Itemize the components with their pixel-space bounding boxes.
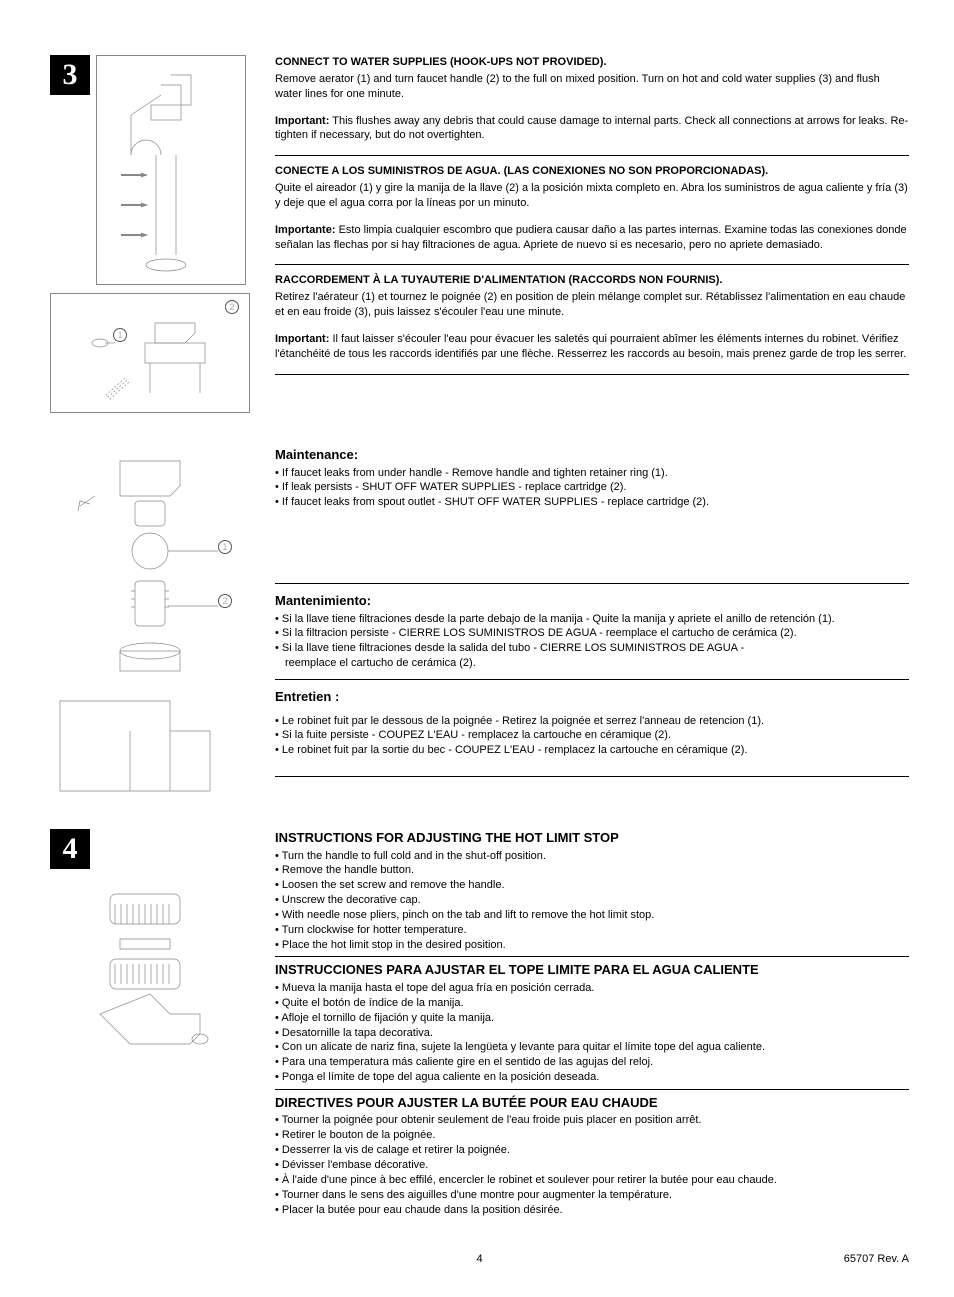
step3-en-important-text: This flushes away any debris that could … [275,115,908,142]
list-item: Loosen the set screw and remove the hand… [275,878,909,893]
label-important-en: Important: [275,115,329,127]
step-3-diagram-b: 1 2 [50,293,250,413]
label-important-es: Importante: [275,224,336,236]
list-item: Con un alicate de nariz fina, sujete la … [275,1040,909,1055]
step3-en-body: Remove aerator (1) and turn faucet handl… [275,72,909,102]
rule [275,155,909,156]
step3-en-important: Important: This flushes away any debris … [275,114,909,144]
maint-es-list: Si la llave tiene filtraciones desde la … [275,612,909,657]
list-item: Afloje el tornillo de fijación y quite l… [275,1011,909,1026]
list-item: Para una temperatura más caliente gire e… [275,1055,909,1070]
step4-es-heading: INSTRUCCIONES PARA AJUSTAR EL TOPE LIMIT… [275,961,909,979]
step-4-badge: 4 [50,829,90,869]
step4-en-list: Turn the handle to full cold and in the … [275,849,909,953]
list-item: Le robinet fuit par la sortie du bec - C… [275,743,909,758]
list-item: If faucet leaks from spout outlet - SHUT… [275,495,909,510]
list-item: Dévisser l'embase décorative. [275,1158,909,1173]
page-number: 4 [476,1252,482,1267]
rule [275,374,909,375]
step3-es-important: Importante: Esto limpia cualquier escomb… [275,223,909,253]
step3-fr-body: Retirez l'aérateur (1) et tournez le poi… [275,290,909,320]
list-item: Si la llave tiene filtraciones desde la … [275,612,909,627]
callout-2: 2 [225,300,239,314]
maintenance-diagram: 1 2 [50,446,250,806]
step-4-text: INSTRUCTIONS FOR ADJUSTING THE HOT LIMIT… [275,829,909,1217]
list-item: Si la fuite persiste - COUPEZ L'EAU - re… [275,728,909,743]
list-item: Mueva la manija hasta el tope del agua f… [275,981,909,996]
maint-fr-list: Le robinet fuit par le dessous de la poi… [275,714,909,759]
maintenance-section: 1 2 Maintenance: If faucet leaks from un… [50,446,909,814]
list-item: À l'aide d'une pince à bec effilé, encer… [275,1173,909,1188]
rule [275,1089,909,1090]
maint-en-list: If faucet leaks from under handle - Remo… [275,466,909,511]
rule [275,679,909,680]
step-3: 3 [50,55,909,421]
rule [275,956,909,957]
maintenance-illus-col: 1 2 [50,446,250,814]
maint-en-heading: Maintenance: [275,446,909,464]
list-item: Tourner la poignée pour obtenir seulemen… [275,1113,909,1128]
doc-rev: 65707 Rev. A [844,1252,909,1267]
footer: 4 65707 Rev. A [50,1227,909,1267]
step3-es-heading: CONECTE A LOS SUMINISTROS DE AGUA. (LAS … [275,164,909,179]
step3-en-heading: CONNECT TO WATER SUPPLIES (HOOK-UPS NOT … [275,55,909,70]
list-item: Turn the handle to full cold and in the … [275,849,909,864]
list-item: If leak persists - SHUT OFF WATER SUPPLI… [275,480,909,495]
step3-fr-important: Important: Il faut laisser s'écouler l'e… [275,332,909,362]
step-4: 4 INSTRUCTIONS FOR ADJUSTING THE HOT LIM… [50,829,909,1217]
step4-fr-heading: DIRECTIVES POUR AJUSTER LA BUTÉE POUR EA… [275,1094,909,1112]
step3-es-body: Quite el aireador (1) y gire la manija d… [275,181,909,211]
step-4-diagram [50,879,250,1079]
callout-1: 1 [113,328,127,342]
list-item: Turn clockwise for hotter temperature. [275,923,909,938]
step-4-illus-col: 4 [50,829,250,1217]
step3-es-important-text: Esto limpia cualquier escombro que pudie… [275,224,907,251]
list-item: Desserrer la vis de calage et retirer la… [275,1143,909,1158]
list-item: Ponga el límite de tope del agua calient… [275,1070,909,1085]
list-item: Tourner dans le sens des aiguilles d'une… [275,1188,909,1203]
step-3-badge: 3 [50,55,90,95]
maint-callout-1: 1 [218,540,232,554]
list-item: If faucet leaks from under handle - Remo… [275,466,909,481]
list-item: Desatornille la tapa decorativa. [275,1026,909,1041]
label-important-fr: Important: [275,333,329,345]
list-item: With needle nose pliers, pinch on the ta… [275,908,909,923]
list-item: Retirer le bouton de la poignée. [275,1128,909,1143]
list-item: Le robinet fuit par le dessous de la poi… [275,714,909,729]
step-3-diagram-a [96,55,246,285]
list-item: Quite el botón de índice de la manija. [275,996,909,1011]
rule [275,776,909,777]
list-item: Placer la butée pour eau chaude dans la … [275,1203,909,1218]
rule [275,264,909,265]
list-item: Remove the handle button. [275,863,909,878]
page: 3 [50,55,909,1267]
rule [275,583,909,584]
list-item: Place the hot limit stop in the desired … [275,938,909,953]
step3-fr-heading: RACCORDEMENT À LA TUYAUTERIE D'ALIMENTAT… [275,273,909,288]
list-item: Si la llave tiene filtraciones desde la … [275,641,909,656]
step-3-illustrations: 3 [50,55,250,421]
maint-fr-heading: Entretien : [275,688,909,706]
maint-callout-2: 2 [218,594,232,608]
list-item: Unscrew the decorative cap. [275,893,909,908]
step4-es-list: Mueva la manija hasta el tope del agua f… [275,981,909,1085]
maint-es-heading: Mantenimiento: [275,592,909,610]
list-item: Si la filtracion persiste - CIERRE LOS S… [275,626,909,641]
maint-es-indent: reemplace el cartucho de cerámica (2). [275,656,909,671]
step4-en-heading: INSTRUCTIONS FOR ADJUSTING THE HOT LIMIT… [275,829,909,847]
step3-fr-important-text: Il faut laisser s'écouler l'eau pour éva… [275,333,906,360]
step4-fr-list: Tourner la poignée pour obtenir seulemen… [275,1113,909,1217]
step-3-text: CONNECT TO WATER SUPPLIES (HOOK-UPS NOT … [275,55,909,421]
maintenance-text: Maintenance: If faucet leaks from under … [275,446,909,814]
